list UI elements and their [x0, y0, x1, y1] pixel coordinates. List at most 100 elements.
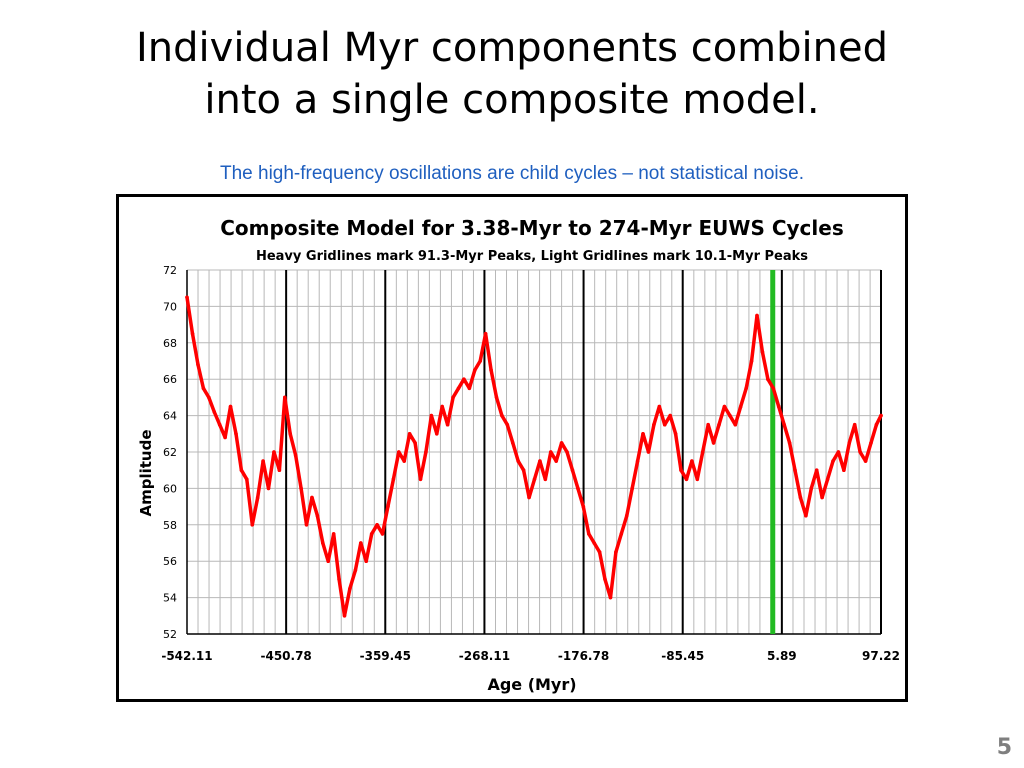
data-point — [369, 532, 374, 536]
data-point — [245, 477, 249, 482]
data-point — [380, 532, 385, 536]
data-point — [836, 450, 841, 454]
data-point — [646, 450, 651, 454]
data-point — [662, 422, 667, 427]
y-tick-label: 66 — [163, 373, 177, 386]
data-point — [787, 441, 792, 445]
data-point — [478, 359, 483, 363]
data-point — [684, 477, 689, 482]
data-point — [717, 422, 721, 427]
data-point — [505, 422, 510, 427]
data-point — [863, 459, 868, 463]
data-point — [494, 395, 499, 400]
data-point — [310, 495, 314, 500]
data-point — [283, 395, 287, 400]
data-point — [668, 413, 672, 418]
data-point — [359, 541, 363, 545]
data-point — [391, 477, 396, 482]
series-line — [185, 295, 883, 618]
data-point — [879, 413, 883, 418]
data-point — [706, 422, 710, 427]
data-point — [695, 477, 700, 482]
data-point — [700, 450, 705, 454]
data-point — [250, 523, 255, 527]
data-point — [532, 477, 537, 482]
data-point — [858, 450, 862, 454]
chart-subtitle: Heavy Gridlines mark 91.3-Myr Peaks, Lig… — [256, 249, 808, 264]
data-point — [673, 432, 678, 436]
series-group — [185, 295, 883, 618]
data-point — [386, 504, 390, 509]
data-point — [635, 459, 640, 463]
data-point — [418, 477, 423, 482]
x-tick-label: -268.11 — [459, 649, 510, 663]
data-point — [375, 523, 379, 527]
data-point — [619, 532, 624, 536]
data-point — [396, 450, 401, 454]
y-tick-label: 58 — [163, 519, 177, 532]
slide-title-line-2: into a single composite model. — [204, 77, 820, 123]
y-tick-label: 60 — [163, 482, 177, 495]
data-point — [776, 404, 781, 409]
y-tick-label: 72 — [163, 264, 177, 277]
data-point — [565, 450, 569, 454]
chart-frame: Composite Model for 3.38-Myr to 274-Myr … — [116, 194, 908, 702]
page-number: 5 — [996, 735, 1012, 760]
data-point — [445, 422, 450, 427]
data-point — [266, 486, 271, 491]
y-tick-label: 70 — [163, 300, 177, 313]
data-point — [679, 468, 683, 473]
light-gridlines — [187, 269, 881, 635]
data-point — [581, 504, 586, 509]
data-point — [586, 532, 591, 536]
data-point — [293, 453, 298, 458]
y-tick-label: 56 — [163, 555, 177, 568]
data-point — [440, 404, 445, 409]
data-point — [641, 432, 645, 436]
x-tick-label: -176.78 — [558, 649, 609, 663]
data-point — [820, 495, 824, 500]
data-point — [793, 468, 797, 473]
data-point — [738, 404, 743, 409]
data-point — [657, 404, 662, 409]
data-point — [467, 386, 472, 391]
y-tick-labels: 52 54 56 58 60 62 64 66 68 70 72 — [163, 264, 177, 641]
data-point — [255, 495, 260, 500]
y-axis-label: Amplitude — [137, 429, 155, 516]
data-point — [288, 432, 293, 436]
data-point — [516, 459, 521, 463]
data-point — [190, 331, 195, 336]
heavy-gridlines — [285, 270, 882, 634]
x-axis-label: Age (Myr) — [487, 675, 576, 694]
data-point — [201, 386, 206, 391]
data-point — [527, 495, 531, 500]
data-point — [489, 368, 493, 372]
data-point — [825, 477, 830, 482]
data-point — [234, 432, 238, 436]
slide-title-line-1: Individual Myr components combined — [136, 25, 888, 71]
data-point — [749, 359, 754, 363]
data-point — [521, 468, 526, 473]
data-point — [798, 495, 803, 500]
composite-model-chart: Composite Model for 3.38-Myr to 274-Myr … — [137, 216, 900, 694]
data-point — [608, 595, 613, 600]
data-point — [771, 386, 776, 391]
y-tick-label: 64 — [163, 410, 177, 423]
data-point — [814, 468, 819, 473]
data-point — [500, 413, 504, 418]
data-point — [348, 586, 352, 591]
data-point — [711, 441, 716, 445]
data-point — [755, 313, 759, 318]
data-point — [413, 441, 417, 445]
data-point — [570, 468, 575, 473]
data-point — [842, 468, 846, 473]
y-tick-label: 62 — [163, 446, 177, 459]
data-point — [614, 550, 618, 554]
data-point — [217, 422, 222, 427]
data-point — [402, 459, 407, 463]
data-point — [592, 541, 596, 545]
data-point — [462, 377, 466, 381]
y-tick-label: 54 — [163, 592, 177, 605]
data-point — [315, 513, 320, 518]
data-point — [559, 441, 564, 445]
